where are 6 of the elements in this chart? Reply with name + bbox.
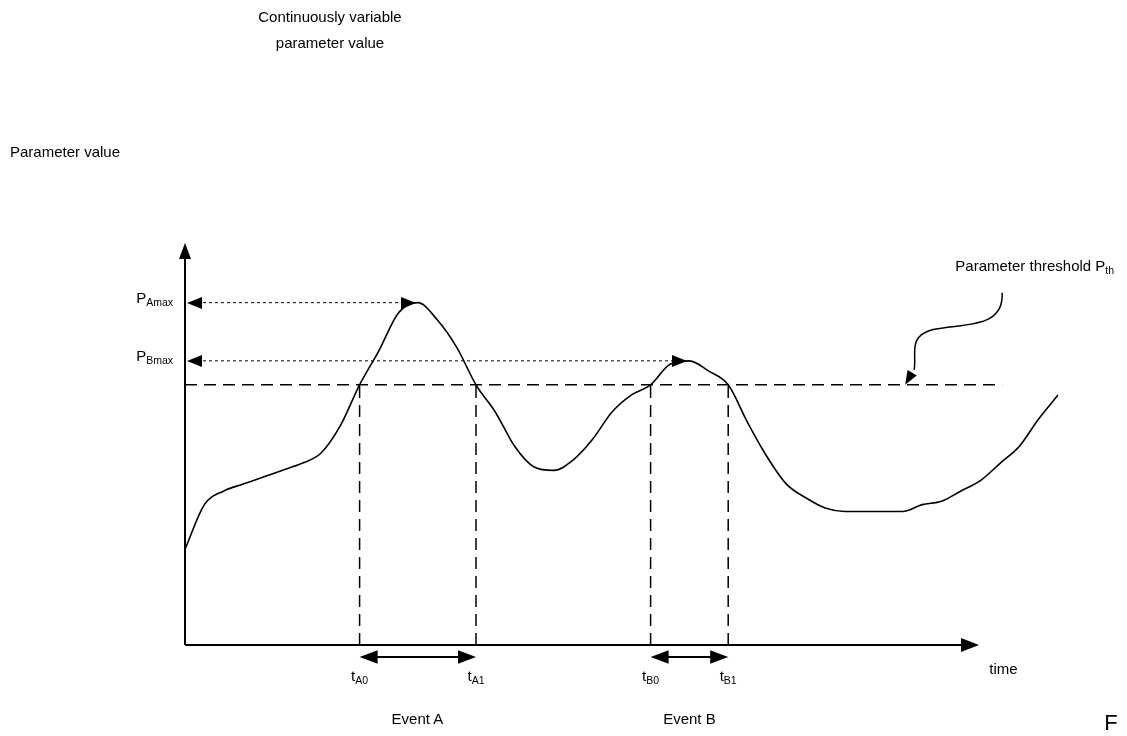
x-axis-title: time [989, 660, 1018, 678]
text: F [1104, 710, 1118, 736]
chart-title: Continuously variable parameter value [258, 8, 402, 52]
text: Event B [663, 710, 716, 728]
text: Event A [391, 710, 444, 728]
text: Parameter value [10, 143, 121, 161]
